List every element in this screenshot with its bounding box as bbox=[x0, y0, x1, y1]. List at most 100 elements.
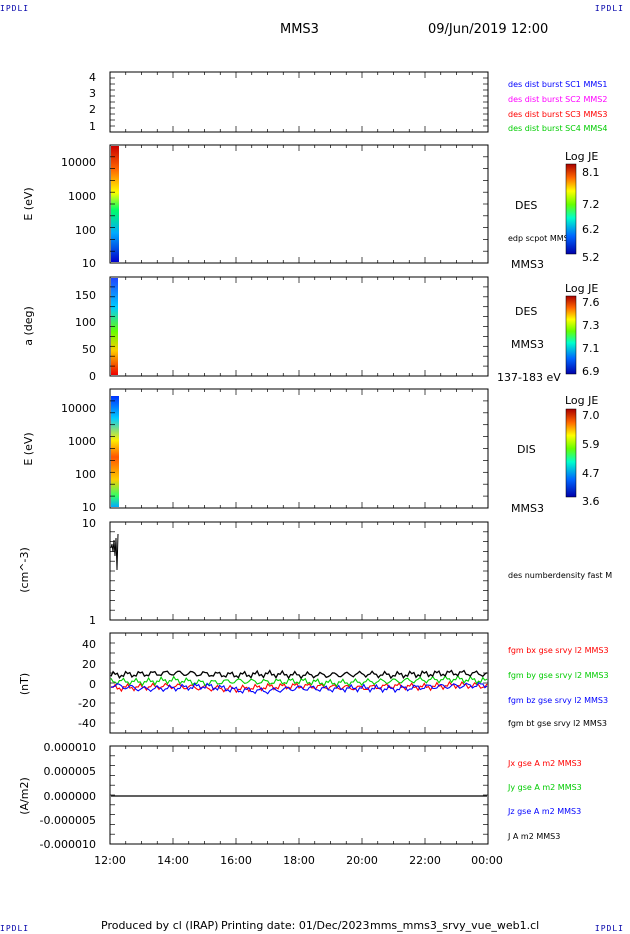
spacecraft-title: MMS3 bbox=[280, 22, 319, 37]
density-frame bbox=[109, 521, 489, 621]
des-pitch-cbar-tick-1: 7.3 bbox=[582, 319, 600, 332]
dis-energy-colorbar bbox=[565, 408, 577, 498]
des-pitch-ylabel: a (deg) bbox=[22, 306, 35, 346]
des-energy-overlay-label: edp scpot MMS3 bbox=[508, 234, 574, 243]
density-series-line bbox=[110, 533, 119, 571]
des-pitch-cbar-tick-2: 7.1 bbox=[582, 342, 600, 355]
des-pitch-right-sub: MMS3 bbox=[511, 338, 544, 351]
des-energy-cbar-tick-3: 5.2 bbox=[582, 251, 600, 264]
density-ytick-10: 10 bbox=[82, 517, 96, 530]
burst-ytick-1: 1 bbox=[89, 120, 96, 133]
bfield-ytick-neg20: -20 bbox=[78, 697, 96, 710]
des-pitch-cbar-tick-0: 7.6 bbox=[582, 296, 600, 309]
footer-printing-date: Printing date: 01/Dec/2023 bbox=[221, 919, 370, 932]
bfield-legend-bx: fgm bx gse srvy l2 MMS3 bbox=[508, 646, 609, 655]
xtick-1200: 12:00 bbox=[94, 854, 126, 867]
bfield-ytick-20: 20 bbox=[82, 658, 96, 671]
des-energy-ytick-1000: 1000 bbox=[68, 190, 96, 203]
des-pitch-frame bbox=[109, 276, 489, 377]
current-ytick-2: 0.000000 bbox=[44, 790, 97, 803]
density-ytick-1: 1 bbox=[89, 614, 96, 627]
des-energy-right-label: DES bbox=[515, 199, 537, 212]
des-pitch-ytick-150: 150 bbox=[75, 289, 96, 302]
current-ytick-1: 0.000005 bbox=[44, 765, 97, 778]
current-legend-jx: Jx gse A m2 MMS3 bbox=[507, 759, 582, 768]
burst-ytick-3: 3 bbox=[89, 87, 96, 100]
corner-label-top-right: IPDLI bbox=[594, 4, 624, 13]
xtick-1400: 14:00 bbox=[157, 854, 189, 867]
current-ylabel: (A/m2) bbox=[18, 777, 31, 815]
des-pitch-colorbar-title: Log JE bbox=[565, 282, 598, 295]
current-frame bbox=[109, 745, 489, 845]
dis-energy-spectrogram bbox=[111, 396, 119, 507]
corner-label-bottom-right: IPDLI bbox=[594, 924, 624, 933]
des-pitch-ytick-50: 50 bbox=[82, 343, 96, 356]
panel-density: 10 1 (cm^-3) des numberdensity fast M bbox=[18, 517, 612, 627]
xtick-2000: 20:00 bbox=[346, 854, 378, 867]
des-pitch-colorbar bbox=[565, 295, 577, 375]
panel-burst-frame bbox=[109, 71, 489, 133]
panel-dis-energy: 10000 1000 100 10 E (eV) DIS MMS3 Log JE… bbox=[22, 388, 600, 515]
dis-energy-ytick-100: 100 bbox=[75, 468, 96, 481]
dis-energy-cbar-tick-3: 3.6 bbox=[582, 495, 600, 508]
dis-energy-right-label: DIS bbox=[517, 443, 536, 456]
corner-label-bottom-left: IPDLI bbox=[0, 924, 30, 933]
des-energy-cbar-tick-1: 7.2 bbox=[582, 198, 600, 211]
burst-ytick-2: 2 bbox=[89, 103, 96, 116]
dis-energy-ylabel: E (eV) bbox=[22, 432, 35, 465]
bfield-ytick-40: 40 bbox=[82, 638, 96, 651]
xtick-1600: 16:00 bbox=[220, 854, 252, 867]
datetime-title: 09/Jun/2019 12:00 bbox=[428, 22, 549, 37]
bfield-legend-by: fgm by gse srvy l2 MMS3 bbox=[508, 671, 609, 680]
burst-ytick-4: 4 bbox=[89, 71, 96, 84]
dis-energy-ytick-10000: 10000 bbox=[61, 402, 96, 415]
xtick-2200: 22:00 bbox=[409, 854, 441, 867]
dis-energy-ytick-10: 10 bbox=[82, 501, 96, 514]
density-legend: des numberdensity fast M bbox=[508, 571, 612, 580]
burst-legend-mms2: des dist burst SC2 MMS2 bbox=[508, 95, 607, 104]
des-pitch-cbar-tick-3: 6.9 bbox=[582, 365, 600, 378]
footer-filename: mms_mms3_srvy_vue_web1.cl bbox=[370, 919, 540, 932]
des-energy-ytick-10000: 10000 bbox=[61, 156, 96, 169]
des-pitch-ytick-100: 100 bbox=[75, 316, 96, 329]
panel-current: 0.000010 0.000005 0.000000 -0.000005 -0.… bbox=[18, 741, 582, 851]
des-energy-frame bbox=[109, 144, 489, 264]
des-energy-ytick-10: 10 bbox=[82, 257, 96, 270]
footer-producer: Produced by cl (IRAP) bbox=[101, 919, 219, 932]
bfield-ytick-0: 0 bbox=[89, 678, 96, 691]
bz-series-line bbox=[110, 681, 488, 695]
current-ytick-3: -0.000005 bbox=[40, 814, 96, 827]
corner-label-top-left: IPDLI bbox=[0, 4, 30, 13]
dis-energy-cbar-tick-0: 7.0 bbox=[582, 409, 600, 422]
dis-energy-cbar-tick-2: 4.7 bbox=[582, 467, 600, 480]
des-energy-colorbar bbox=[565, 163, 577, 255]
des-energy-ytick-100: 100 bbox=[75, 224, 96, 237]
dis-energy-ytick-1000: 1000 bbox=[68, 435, 96, 448]
bfield-ytick-neg40: -40 bbox=[78, 717, 96, 730]
xtick-0000: 00:00 bbox=[471, 854, 503, 867]
burst-legend-mms1: des dist burst SC1 MMS1 bbox=[508, 80, 607, 89]
x-axis: 12:00 14:00 16:00 18:00 20:00 22:00 00:0… bbox=[94, 854, 503, 867]
burst-legend-mms4: des dist burst SC4 MMS4 bbox=[508, 124, 607, 133]
des-pitch-ytick-0: 0 bbox=[89, 370, 96, 383]
bfield-legend-bt: fgm bt gse srvy l2 MMS3 bbox=[508, 719, 607, 728]
des-pitch-energy-range: 137-183 eV bbox=[497, 371, 561, 384]
dis-energy-cbar-tick-1: 5.9 bbox=[582, 438, 600, 451]
des-pitch-right-label: DES bbox=[515, 305, 537, 318]
current-legend-jz: Jz gse A m2 MMS3 bbox=[507, 807, 581, 816]
current-legend-j: J A m2 MMS3 bbox=[507, 832, 560, 841]
panel-burst: 4 3 2 1 des dist burst SC1 MMS1 des dist… bbox=[89, 71, 607, 133]
current-legend-jy: Jy gse A m2 MMS3 bbox=[507, 783, 582, 792]
bfield-ylabel: (nT) bbox=[18, 673, 31, 695]
by-series-line bbox=[110, 674, 488, 688]
current-ytick-0: 0.000010 bbox=[44, 741, 97, 754]
des-energy-cbar-tick-0: 8.1 bbox=[582, 166, 600, 179]
panel-des-energy: 10000 1000 100 10 E (eV) DES edp scpot M… bbox=[22, 144, 600, 271]
des-energy-cbar-tick-2: 6.2 bbox=[582, 223, 600, 236]
density-ylabel: (cm^-3) bbox=[18, 547, 31, 593]
panel-bfield: 40 20 0 -20 -40 (nT) fgm bx gse srvy l2 … bbox=[18, 632, 609, 734]
des-energy-colorbar-title: Log JE bbox=[565, 150, 598, 163]
dis-energy-right-sub: MMS3 bbox=[511, 502, 544, 515]
panel-des-pitch: 150 100 50 0 a (deg) DES MMS3 137-183 eV… bbox=[22, 276, 600, 384]
